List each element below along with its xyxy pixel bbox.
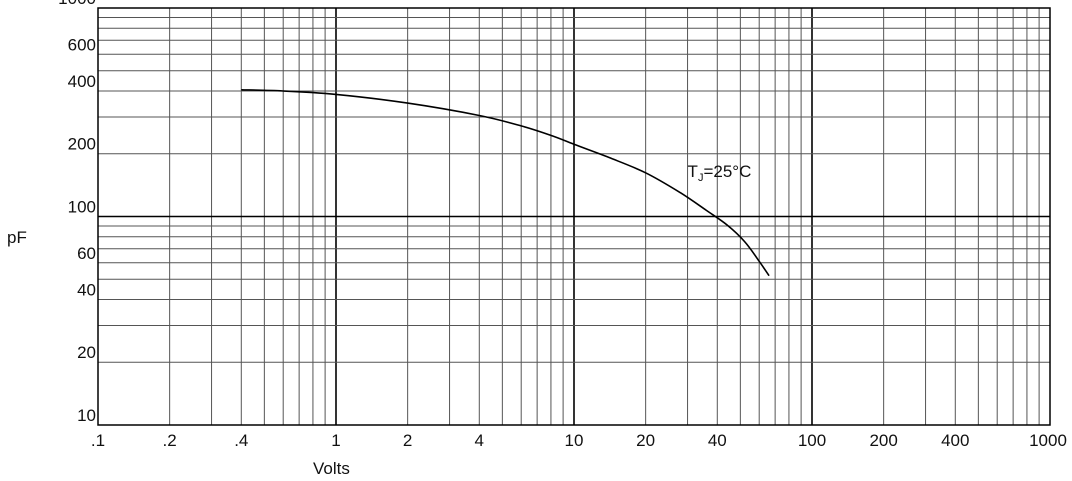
- x-tick-label: .1: [91, 431, 105, 450]
- x-tick-label: 400: [941, 431, 969, 450]
- annotation-main: T: [688, 162, 698, 181]
- x-tick-label: 200: [869, 431, 897, 450]
- y-tick-label: 1000: [58, 0, 96, 8]
- y-tick-label: 20: [77, 343, 96, 362]
- x-tick-label: .2: [163, 431, 177, 450]
- y-tick-label: 60: [77, 244, 96, 263]
- x-tick-label: 1000: [1029, 431, 1067, 450]
- y-tick-label: 100: [68, 198, 96, 217]
- x-axis-label: Volts: [313, 459, 350, 478]
- annotation-subscript: J: [698, 172, 704, 184]
- x-tick-label: 20: [636, 431, 655, 450]
- x-tick-label: 1: [331, 431, 340, 450]
- x-tick-label: 10: [565, 431, 584, 450]
- x-tick-label: 40: [708, 431, 727, 450]
- temperature-annotation: TJ=25°C: [688, 162, 752, 184]
- grid-lines: [98, 8, 1050, 425]
- x-tick-labels: .1 .2 .4 1 2 4 10 20 40 100 200 400 1000: [91, 431, 1067, 450]
- annotation-text: =25°C: [703, 162, 751, 181]
- y-tick-label: 600: [68, 35, 96, 54]
- y-tick-label: 200: [68, 135, 96, 154]
- y-tick-label: 40: [77, 280, 96, 299]
- x-tick-label: 100: [798, 431, 826, 450]
- y-axis-label: pF: [7, 228, 27, 247]
- capacitance-curve: [241, 89, 770, 277]
- y-tick-label: 400: [68, 72, 96, 91]
- x-tick-label: 4: [475, 431, 484, 450]
- y-tick-label: 10: [77, 406, 96, 425]
- y-tick-labels: 10 20 40 60 100 200 400 600 1000: [58, 0, 96, 425]
- plot-frame: [97, 7, 1051, 426]
- x-tick-label: .4: [234, 431, 248, 450]
- x-tick-label: 2: [403, 431, 412, 450]
